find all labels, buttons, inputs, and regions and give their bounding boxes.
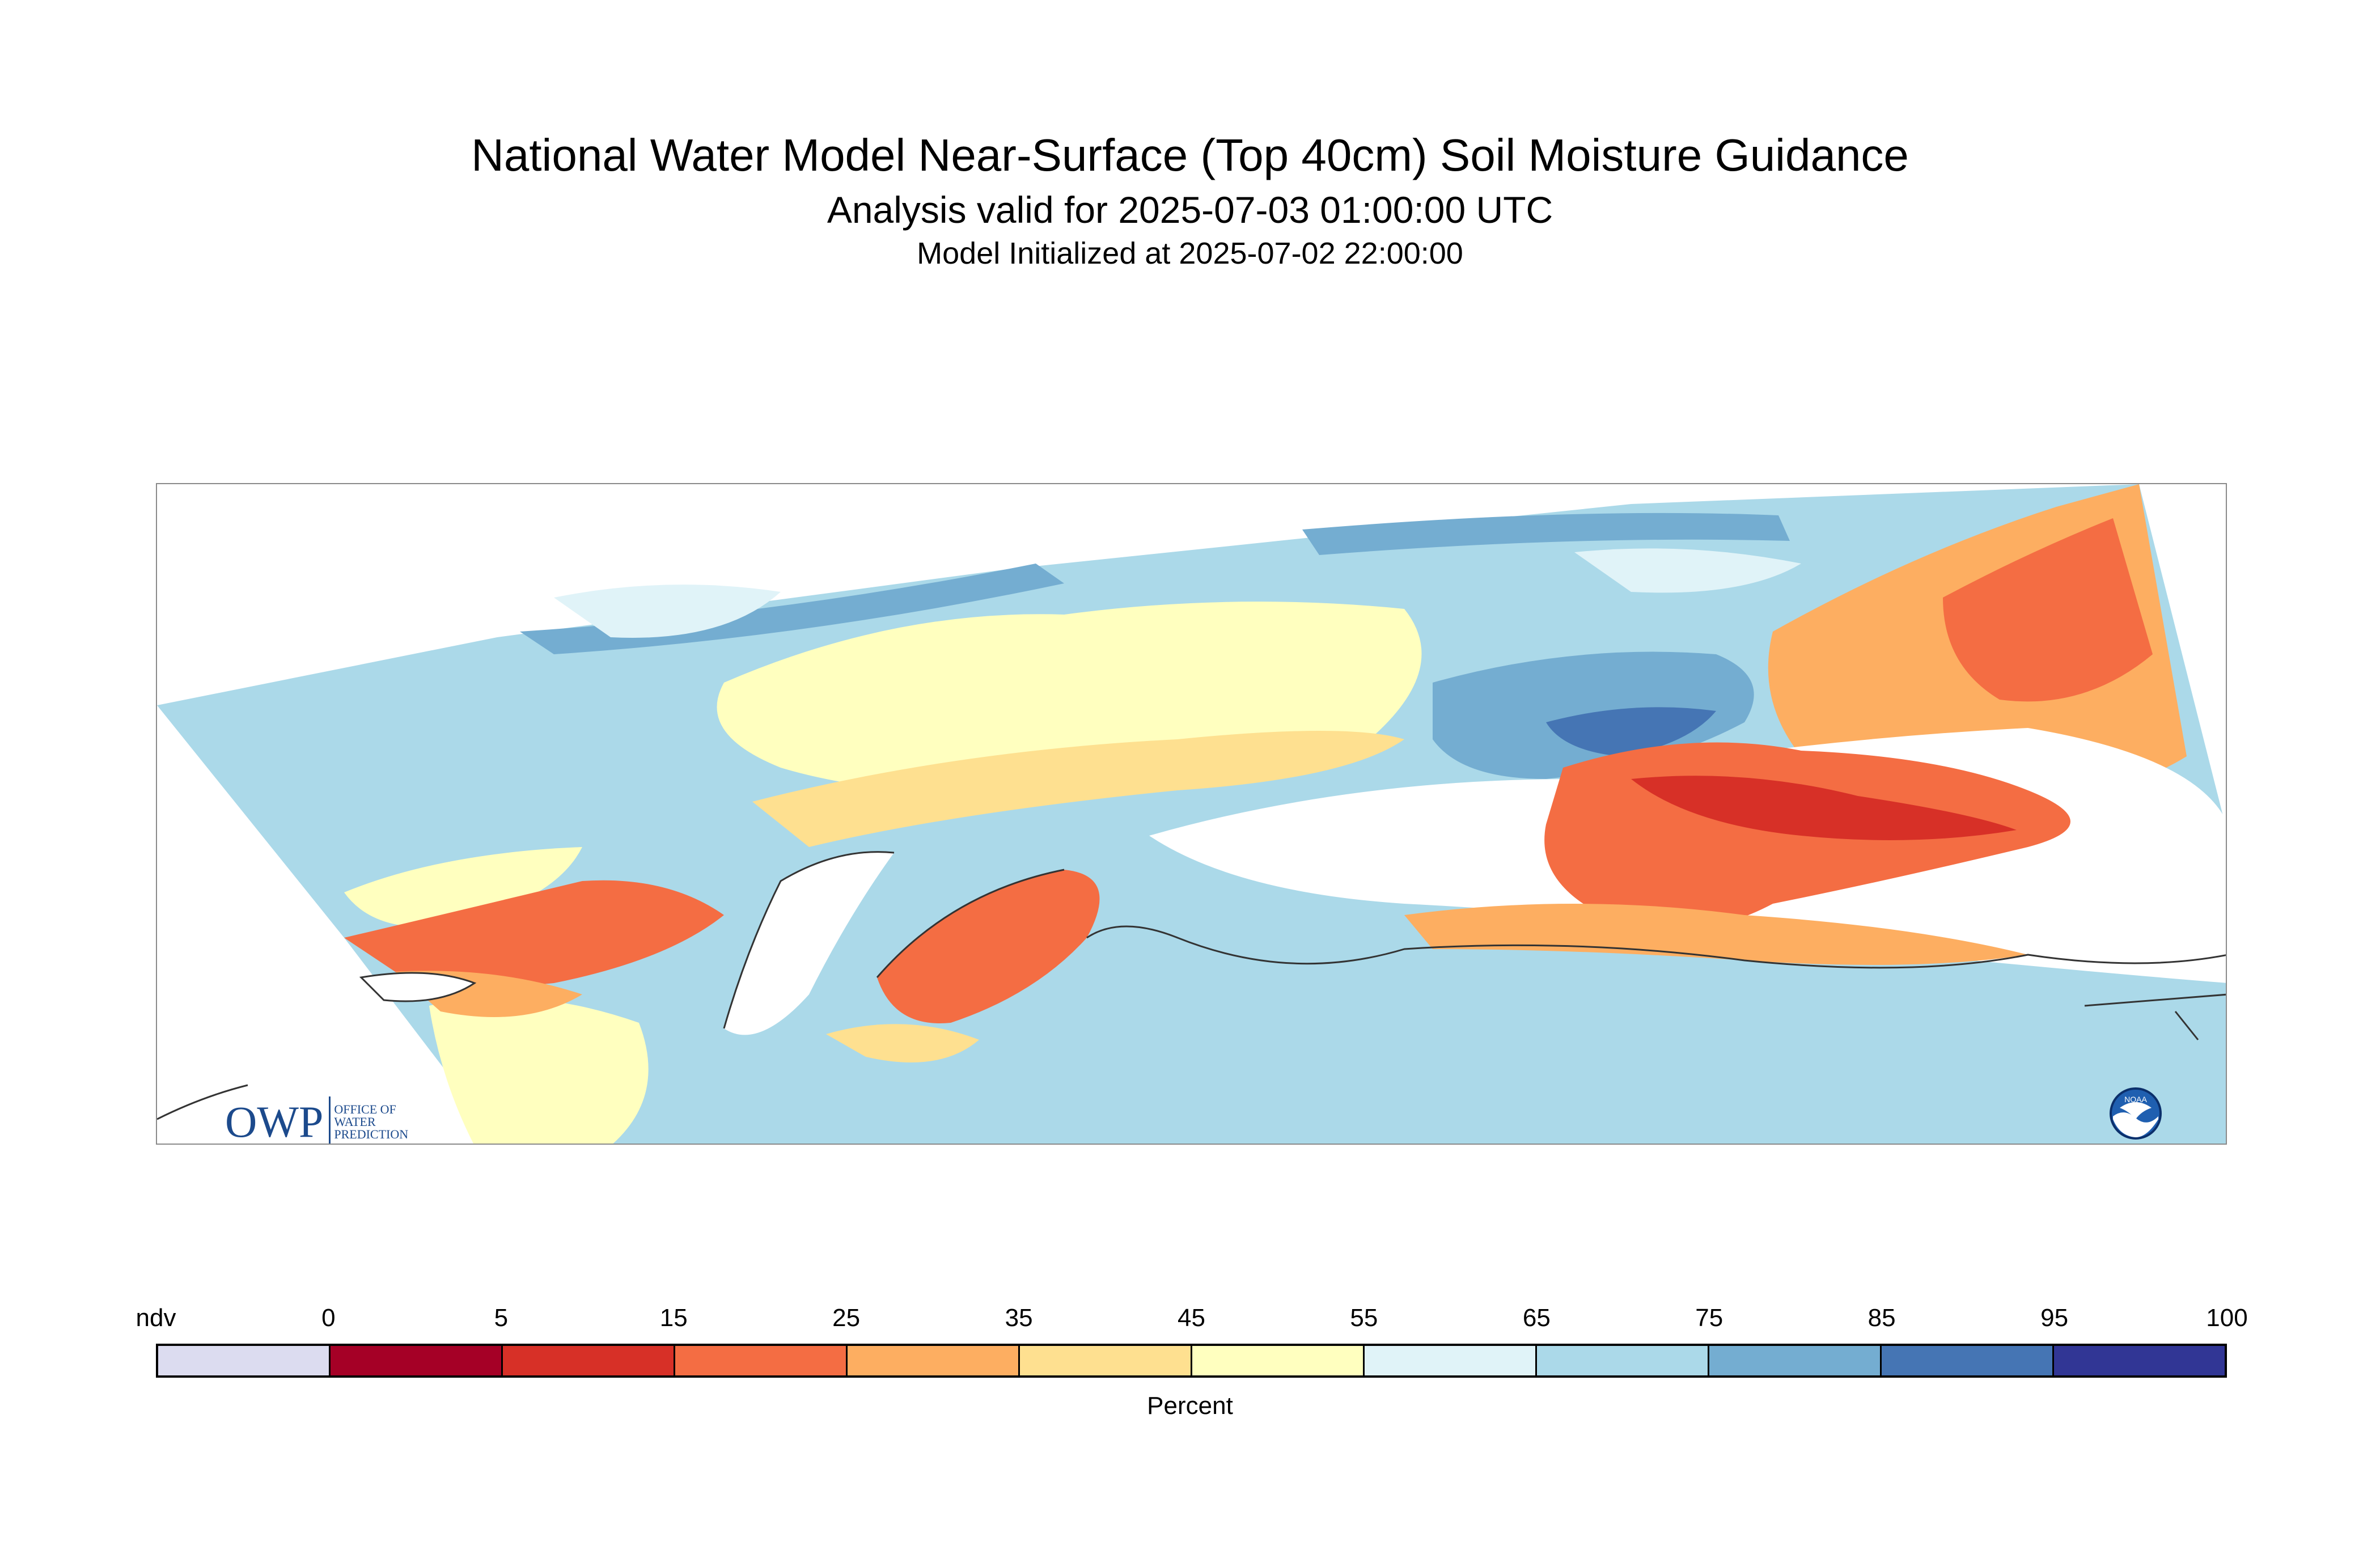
colorbar-tick-label: 55 (1350, 1304, 1378, 1332)
owp-logo-mark: OWP (225, 1097, 324, 1145)
colorbar-tick-label: ndv (135, 1304, 176, 1332)
interior-pale-2 (1574, 548, 1801, 593)
map-title: National Water Model Near-Surface (Top 4… (471, 130, 1909, 180)
owp-logo: OWP OFFICE OF WATER PREDICTION (225, 1096, 409, 1145)
colorbar-bin-11 (2054, 1346, 2225, 1375)
colorbar-tick-label: 5 (494, 1304, 509, 1332)
map-canvas (157, 484, 2226, 1144)
colorbar-unit: Percent (1147, 1392, 1233, 1420)
bristol-bay-dry (344, 880, 724, 987)
southwest-yellow (429, 997, 649, 1144)
colorbar-bin-4 (848, 1346, 1020, 1375)
north-slope-wet-2 (1302, 513, 1790, 555)
colorbar-bin-3 (675, 1346, 848, 1375)
analysis-valid-time: Analysis valid for 2025-07-03 01:00:00 U… (827, 189, 1553, 231)
colorbar-bin-5 (1020, 1346, 1192, 1375)
colorbar-tick-label: 75 (1695, 1304, 1723, 1332)
interior-pale-1 (554, 585, 781, 638)
colorbar-tick-label: 0 (321, 1304, 336, 1332)
kenai-south (826, 1024, 979, 1062)
model-init-time: Model Initialized at 2025-07-02 22:00:00 (917, 236, 1463, 270)
colorbar-tick-label: 65 (1522, 1304, 1551, 1332)
bristol-bay-water (361, 973, 475, 1001)
colorbar-bin-7 (1365, 1346, 1537, 1375)
colorbar-tick-label: 15 (659, 1304, 688, 1332)
kenai-peninsula (877, 870, 1100, 1023)
colorbar (156, 1344, 2227, 1378)
eastern-interior-drier (1943, 518, 2153, 702)
coastline (723, 851, 2226, 1029)
colorbar-bin-0 (158, 1346, 331, 1375)
colorbar-bin-9 (1709, 1346, 1882, 1375)
interior-orange-band (752, 731, 1404, 847)
soil-moisture-map: OWP OFFICE OF WATER PREDICTION NOAA (156, 483, 2227, 1145)
upper-yukon-deep (1546, 707, 1716, 756)
colorbar-bin-2 (503, 1346, 675, 1375)
owp-logo-line3: PREDICTION (334, 1127, 409, 1141)
colorbar-bin-6 (1192, 1346, 1365, 1375)
noaa-logo-text: NOAA (2124, 1095, 2147, 1104)
colorbar-bin-8 (1537, 1346, 1709, 1375)
owp-logo-line1: OFFICE OF (334, 1102, 396, 1116)
colorbar-tick-label: 45 (1178, 1304, 1205, 1332)
noaa-logo-icon: NOAA (2110, 1087, 2162, 1140)
cook-inlet (724, 852, 894, 1035)
colorbar-bin-1 (331, 1346, 503, 1375)
colorbar-tick-label: 100 (2206, 1304, 2248, 1332)
colorbar-bin-10 (1882, 1346, 2054, 1375)
southcentral-coast (1404, 904, 2028, 965)
southeast-coast (2084, 993, 2226, 1040)
colorbar-tick-label: 95 (2040, 1304, 2069, 1332)
owp-logo-line2: WATER (334, 1115, 376, 1129)
colorbar-tick-label: 85 (1867, 1304, 1896, 1332)
western-yellow (344, 847, 582, 928)
colorbar-tick-label: 25 (832, 1304, 861, 1332)
model-domain (157, 484, 2226, 1144)
copper-river-driest (1631, 776, 2017, 840)
colorbar-tick-label: 35 (1005, 1304, 1033, 1332)
sw-coast (157, 972, 477, 1120)
